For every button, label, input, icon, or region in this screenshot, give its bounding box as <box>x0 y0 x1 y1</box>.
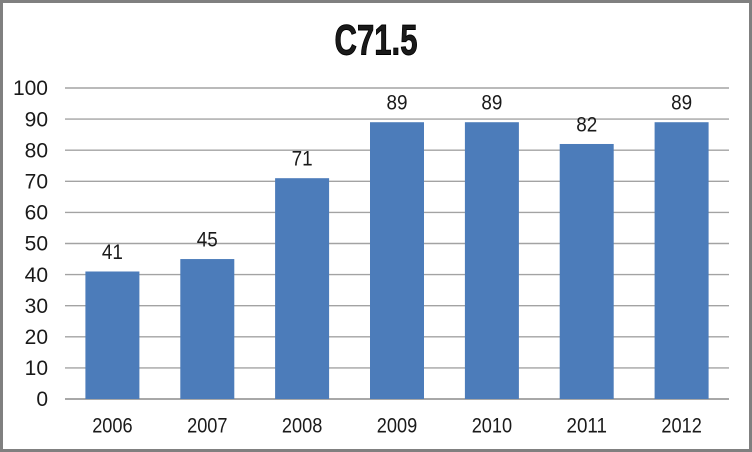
svg-text:2008: 2008 <box>282 415 322 438</box>
svg-text:70: 70 <box>25 171 48 194</box>
svg-text:90: 90 <box>25 108 48 131</box>
svg-text:82: 82 <box>576 113 597 136</box>
svg-text:40: 40 <box>25 264 48 287</box>
svg-text:80: 80 <box>25 139 48 162</box>
svg-text:2007: 2007 <box>187 415 227 438</box>
svg-text:89: 89 <box>387 92 408 115</box>
svg-text:30: 30 <box>25 295 48 318</box>
svg-text:2012: 2012 <box>661 415 701 438</box>
svg-text:89: 89 <box>671 92 692 115</box>
svg-text:45: 45 <box>197 229 218 252</box>
svg-text:60: 60 <box>25 202 48 225</box>
svg-text:20: 20 <box>25 326 48 349</box>
svg-text:C71.5: C71.5 <box>335 17 418 65</box>
svg-text:100: 100 <box>13 77 48 100</box>
svg-text:10: 10 <box>25 357 48 380</box>
svg-text:71: 71 <box>292 148 313 171</box>
svg-text:2006: 2006 <box>92 415 132 438</box>
svg-text:2009: 2009 <box>377 415 417 438</box>
svg-text:89: 89 <box>481 92 502 115</box>
svg-text:2011: 2011 <box>567 415 607 438</box>
svg-text:2010: 2010 <box>472 415 512 438</box>
svg-text:0: 0 <box>36 388 48 411</box>
svg-text:50: 50 <box>25 233 48 256</box>
svg-text:41: 41 <box>102 241 123 264</box>
